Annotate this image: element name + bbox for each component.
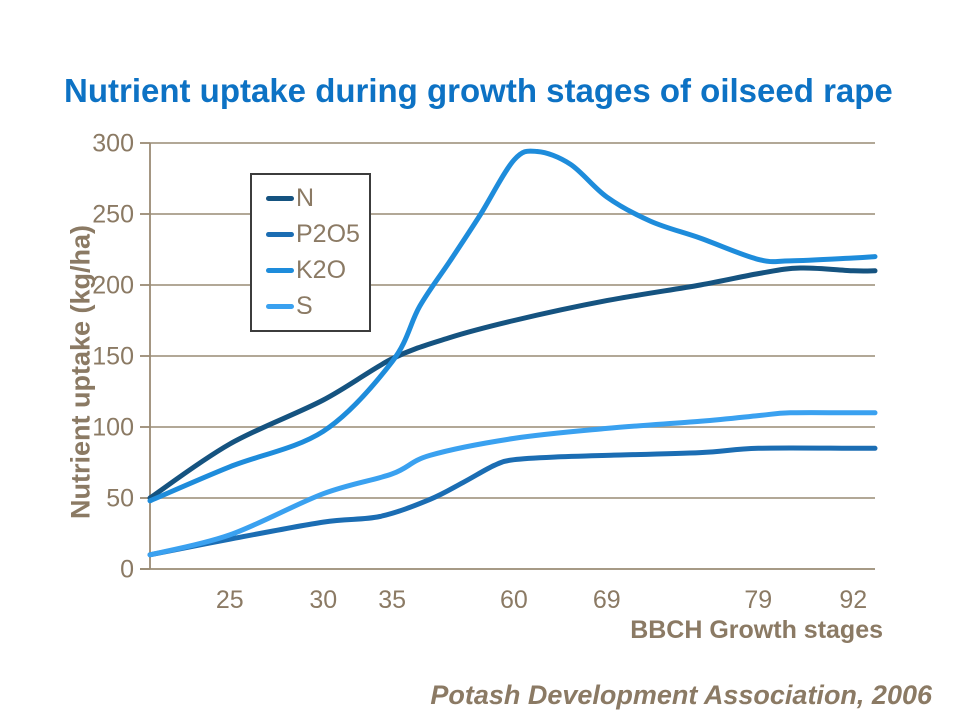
x-tick-label-35: 35: [378, 586, 406, 614]
series-line-P2O5: [147, 445, 878, 558]
series-line-S: [147, 410, 878, 558]
y-tick-label-300: 300: [92, 130, 134, 158]
legend-label-N: N: [296, 184, 315, 213]
legend: N P2O5 K2O S: [250, 173, 371, 332]
series-line-K2O: [147, 148, 878, 504]
x-tick-label-69: 69: [593, 586, 621, 614]
legend-swatch-P2O5: [266, 232, 294, 238]
y-tick-label-100: 100: [92, 414, 134, 442]
y-tick-label-50: 50: [106, 485, 134, 513]
legend-item-N: N: [266, 186, 369, 211]
source-credit: Potash Development Association, 2006: [430, 680, 932, 710]
legend-swatch-K2O: [266, 267, 294, 273]
legend-label-P2O5: P2O5: [296, 220, 360, 249]
y-tick-label-200: 200: [92, 272, 134, 300]
legend-label-K2O: K2O: [296, 255, 347, 284]
legend-item-P2O5: P2O5: [266, 222, 369, 247]
y-tick-label-0: 0: [120, 556, 134, 584]
series-line-N: [147, 265, 878, 501]
x-tick-label-79: 79: [744, 586, 772, 614]
page-title: Nutrient uptake during growth stages of …: [64, 72, 893, 110]
legend-item-K2O: K2O: [266, 255, 369, 284]
legend-label-S: S: [296, 291, 313, 320]
x-axis-title: BBCH Growth stages: [630, 616, 883, 644]
legend-swatch-S: [266, 303, 294, 309]
legend-swatch-N: [266, 196, 294, 202]
y-axis-title: Nutrient uptake (kg/ha): [65, 224, 96, 520]
legend-item-S: S: [266, 291, 369, 320]
x-tick-label-30: 30: [309, 586, 337, 614]
y-tick-label-250: 250: [92, 201, 134, 229]
y-tick-label-150: 150: [92, 343, 134, 371]
x-tick-label-60: 60: [500, 586, 528, 614]
x-tick-label-92: 92: [839, 586, 867, 614]
x-tick-label-25: 25: [216, 586, 244, 614]
